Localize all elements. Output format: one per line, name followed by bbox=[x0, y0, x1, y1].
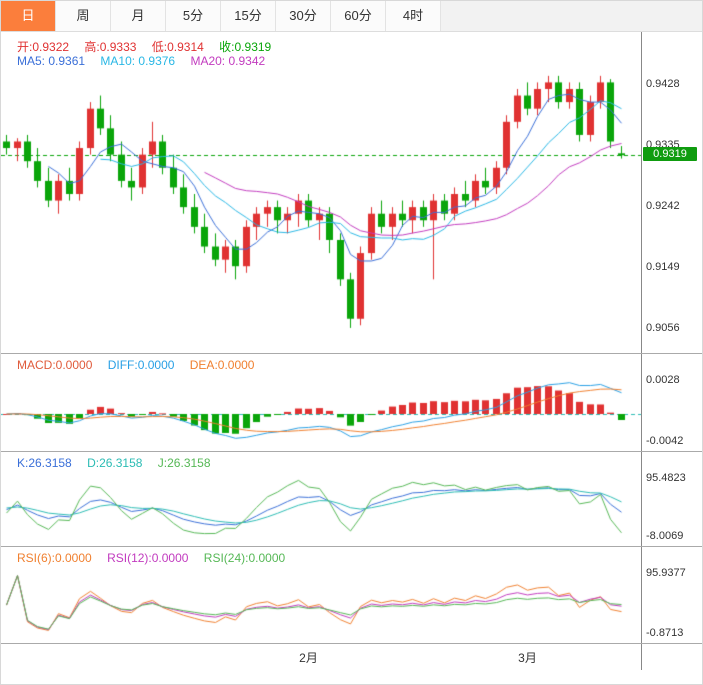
tab-15min[interactable]: 15分 bbox=[221, 1, 276, 31]
ma10-value: MA10: 0.9376 bbox=[100, 54, 176, 68]
y-tick: -8.0069 bbox=[646, 530, 684, 542]
tab-daily[interactable]: 日 bbox=[1, 1, 56, 31]
tab-monthly[interactable]: 月 bbox=[111, 1, 166, 31]
kdj-readout: K:26.3158 D:26.3158 J:26.3158 bbox=[17, 456, 223, 470]
macd-y-axis: 0.0028 -0.0042 bbox=[641, 354, 702, 451]
rsi-y-axis: 95.9377 -0.8713 bbox=[641, 547, 702, 643]
tab-30min[interactable]: 30分 bbox=[276, 1, 331, 31]
tab-4hour[interactable]: 4时 bbox=[386, 1, 441, 31]
j-value: J:26.3158 bbox=[157, 456, 211, 470]
rsi12-value: RSI(12):0.0000 bbox=[107, 551, 189, 565]
ma20-value: MA20: 0.9342 bbox=[190, 54, 266, 68]
macd-canvas[interactable] bbox=[1, 354, 641, 451]
main-chart-panel: 开:0.9322 高:0.9333 低:0.9314 收:0.9319 MA5:… bbox=[1, 32, 702, 354]
x-axis-row: 2月 3月 bbox=[1, 644, 702, 670]
kdj-y-axis: 95.4823 -8.0069 bbox=[641, 452, 702, 546]
y-tick: 0.9428 bbox=[646, 77, 680, 90]
d-value: D:26.3158 bbox=[87, 456, 143, 470]
macd-readout: MACD:0.0000 DIFF:0.0000 DEA:0.0000 bbox=[17, 358, 266, 372]
rsi-canvas[interactable] bbox=[1, 547, 641, 643]
main-y-axis: 0.9428 0.9335 0.9242 0.9149 0.9056 0.931… bbox=[641, 32, 702, 353]
diff-value: DIFF:0.0000 bbox=[107, 358, 175, 372]
tab-weekly[interactable]: 周 bbox=[56, 1, 111, 31]
kdj-canvas[interactable] bbox=[1, 452, 641, 546]
kdj-panel: K:26.3158 D:26.3158 J:26.3158 95.4823 -8… bbox=[1, 452, 702, 547]
y-tick: 95.9377 bbox=[646, 567, 686, 579]
current-price-badge: 0.9319 bbox=[643, 147, 697, 162]
open-value: 开:0.9322 bbox=[17, 40, 70, 54]
macd-panel: MACD:0.0000 DIFF:0.0000 DEA:0.0000 0.002… bbox=[1, 354, 702, 452]
x-axis-label: 3月 bbox=[518, 651, 537, 665]
candlestick-canvas[interactable] bbox=[1, 32, 641, 353]
y-tick: 0.0028 bbox=[646, 374, 680, 386]
dea-value: DEA:0.0000 bbox=[189, 358, 255, 372]
rsi24-value: RSI(24):0.0000 bbox=[203, 551, 286, 565]
y-tick: 95.4823 bbox=[646, 472, 686, 484]
ma5-value: MA5: 0.9361 bbox=[17, 54, 86, 68]
rsi-panel: RSI(6):0.0000 RSI(12):0.0000 RSI(24):0.0… bbox=[1, 547, 702, 644]
y-tick: 0.9242 bbox=[646, 199, 680, 212]
y-tick: -0.0042 bbox=[646, 435, 684, 447]
high-value: 高:0.9333 bbox=[84, 40, 137, 54]
y-tick: -0.8713 bbox=[646, 627, 684, 639]
rsi6-value: RSI(6):0.0000 bbox=[17, 551, 92, 565]
y-tick: 0.9056 bbox=[646, 321, 680, 334]
close-value: 收:0.9319 bbox=[219, 40, 272, 54]
tab-60min[interactable]: 60分 bbox=[331, 1, 386, 31]
ma-readout: MA5: 0.9361 MA10: 0.9376 MA20: 0.9342 bbox=[17, 54, 277, 68]
axis-line-extension bbox=[641, 644, 702, 670]
rsi-readout: RSI(6):0.0000 RSI(12):0.0000 RSI(24):0.0… bbox=[17, 551, 297, 565]
low-value: 低:0.9314 bbox=[151, 40, 204, 54]
x-axis-label: 2月 bbox=[299, 651, 318, 665]
interval-tabbar: 日 周 月 5分 15分 30分 60分 4时 bbox=[1, 1, 702, 32]
macd-value: MACD:0.0000 bbox=[17, 358, 93, 372]
ohlc-readout: 开:0.9322 高:0.9333 低:0.9314 收:0.9319 bbox=[17, 38, 283, 55]
tab-5min[interactable]: 5分 bbox=[166, 1, 221, 31]
y-tick: 0.9149 bbox=[646, 260, 680, 273]
k-value: K:26.3158 bbox=[17, 456, 72, 470]
